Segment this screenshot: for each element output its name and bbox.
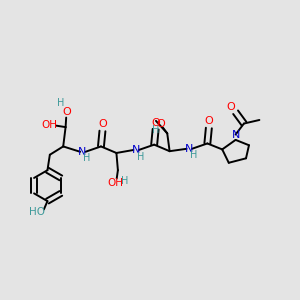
Text: O: O	[151, 118, 160, 128]
Text: O: O	[205, 116, 213, 127]
Text: H: H	[136, 152, 144, 161]
Text: N: N	[231, 130, 240, 140]
Text: O: O	[156, 119, 165, 129]
Text: O: O	[227, 102, 236, 112]
Text: H: H	[83, 153, 91, 163]
Text: H: H	[57, 98, 64, 108]
Text: H: H	[152, 125, 160, 135]
Text: O: O	[63, 107, 71, 117]
Text: OH: OH	[41, 120, 57, 130]
Text: O: O	[98, 119, 107, 129]
Text: H: H	[190, 150, 197, 160]
Text: HO: HO	[29, 207, 45, 218]
Text: N: N	[185, 144, 193, 154]
Text: H: H	[121, 176, 128, 186]
Text: OH: OH	[107, 178, 124, 188]
Text: N: N	[131, 145, 140, 155]
Text: N: N	[78, 147, 87, 157]
